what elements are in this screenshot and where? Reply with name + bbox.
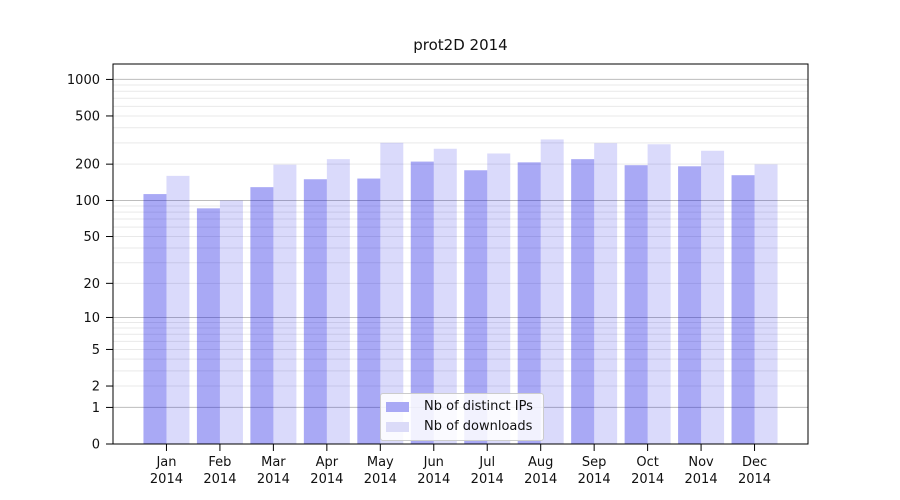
- x-tick-label-month: Oct: [636, 455, 658, 470]
- bar-distinct-ips: [731, 175, 755, 444]
- y-tick-label: 10: [83, 311, 100, 326]
- bar-downloads: [273, 164, 297, 444]
- x-tick-label-year: 2014: [631, 472, 664, 487]
- x-tick-label-month: Mar: [261, 455, 286, 470]
- bar-distinct-ips: [624, 165, 648, 444]
- legend-item: Nb of distinct IPs: [386, 399, 533, 414]
- x-tick-label-month: Aug: [528, 455, 553, 470]
- y-tick-label: 5: [92, 343, 100, 358]
- x-tick-label-year: 2014: [364, 472, 397, 487]
- y-tick-label: 50: [83, 230, 100, 245]
- bar-distinct-ips: [250, 187, 274, 445]
- legend-item: Nb of downloads: [386, 419, 533, 434]
- x-tick-label-month: Jul: [478, 455, 495, 470]
- bar-downloads: [433, 148, 457, 444]
- y-tick-label: 20: [83, 277, 100, 292]
- x-tick-label-year: 2014: [524, 472, 557, 487]
- bar-downloads: [380, 142, 404, 444]
- bar-downloads: [540, 139, 564, 445]
- legend-label-distinct-ips: Nb of distinct IPs: [424, 399, 533, 414]
- bar-downloads: [754, 164, 778, 444]
- x-tick-label-month: Jan: [155, 455, 176, 470]
- bar-distinct-ips: [464, 170, 488, 445]
- bar-downloads: [219, 200, 243, 444]
- bar-downloads: [594, 143, 618, 444]
- x-tick-label-month: May: [367, 455, 394, 470]
- bar-distinct-ips: [517, 162, 541, 444]
- x-tick-label-month: Nov: [688, 455, 714, 470]
- bar-distinct-ips: [678, 166, 702, 445]
- x-tick-label-month: Sep: [582, 455, 607, 470]
- y-tick-label: 2: [92, 380, 100, 395]
- x-tick-label-year: 2014: [203, 472, 236, 487]
- y-tick-label: 100: [75, 194, 100, 209]
- chart-title: prot2D 2014: [413, 36, 508, 54]
- x-tick-label-month: Apr: [316, 455, 339, 470]
- bar-distinct-ips: [410, 161, 434, 445]
- y-tick-label: 200: [75, 158, 100, 173]
- bar-downloads: [647, 144, 671, 445]
- bar-downloads: [166, 175, 190, 444]
- bar-distinct-ips: [571, 159, 595, 444]
- x-tick-label-month: Dec: [742, 455, 767, 470]
- bar-distinct-ips: [303, 179, 327, 444]
- bar-distinct-ips: [143, 194, 167, 444]
- bar-distinct-ips: [357, 178, 381, 444]
- x-tick-label-year: 2014: [417, 472, 450, 487]
- y-tick-label: 0: [92, 438, 100, 453]
- x-tick-label-year: 2014: [738, 472, 771, 487]
- x-tick-label-year: 2014: [257, 472, 290, 487]
- x-tick-label-month: Jun: [423, 455, 444, 470]
- x-tick-label-year: 2014: [310, 472, 343, 487]
- x-tick-label-year: 2014: [685, 472, 718, 487]
- legend: Nb of distinct IPs Nb of downloads: [380, 393, 544, 441]
- x-tick-label-month: Feb: [208, 455, 231, 470]
- y-tick-label: 500: [75, 109, 100, 124]
- y-tick-label: 1000: [67, 73, 100, 88]
- x-tick-label-year: 2014: [150, 472, 183, 487]
- plot-border: [112, 63, 809, 445]
- y-tick-label: 1: [92, 401, 100, 416]
- bar-distinct-ips: [196, 208, 220, 444]
- legend-swatch-distinct-ips: [386, 401, 409, 412]
- legend-label-downloads: Nb of downloads: [424, 419, 533, 434]
- bar-downloads: [487, 153, 511, 444]
- bar-downloads: [701, 150, 725, 445]
- bar-downloads: [326, 159, 350, 444]
- legend-swatch-downloads: [386, 421, 409, 432]
- x-tick-label-year: 2014: [578, 472, 611, 487]
- x-tick-label-year: 2014: [471, 472, 504, 487]
